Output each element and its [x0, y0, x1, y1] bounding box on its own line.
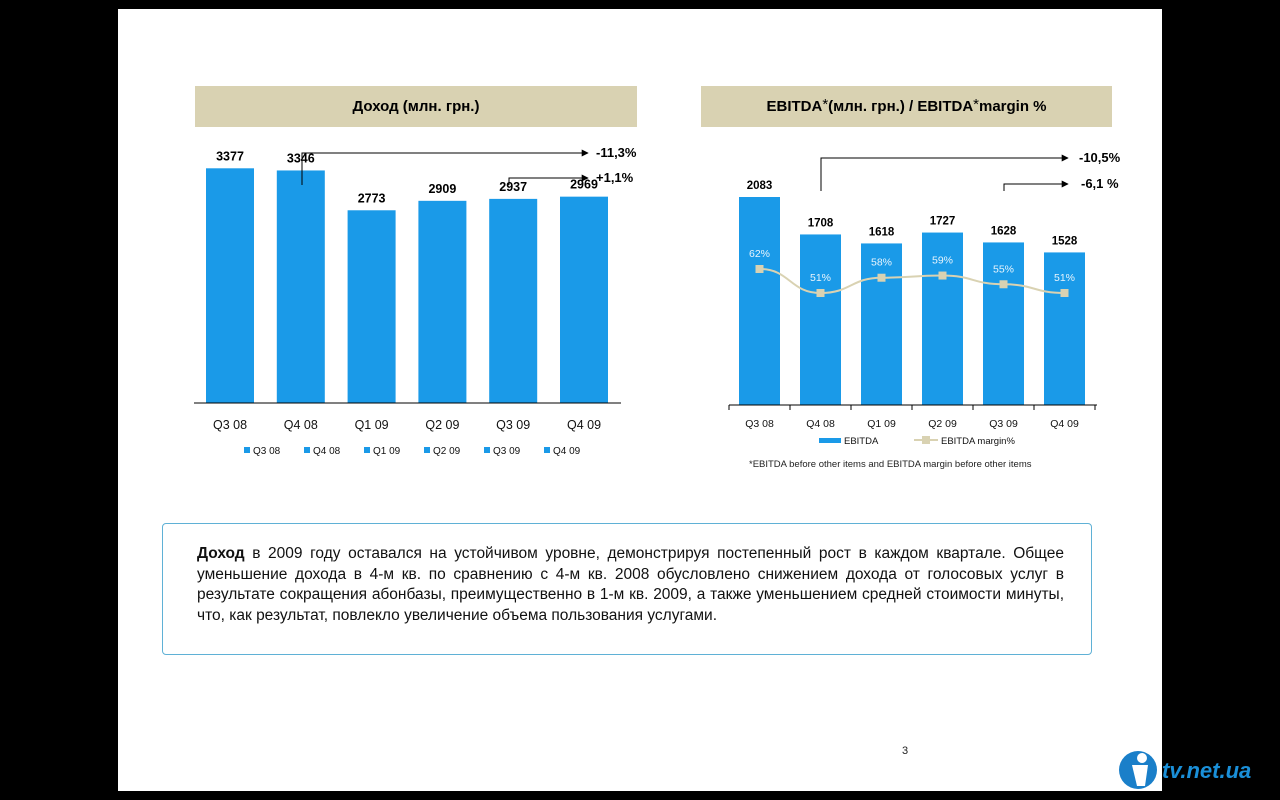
- revenue-legend-label: Q3 09: [493, 446, 521, 457]
- ebitda-legend-swatch: [819, 438, 841, 443]
- ebitda-margin-point: [755, 265, 764, 273]
- ebitda-bar: [983, 242, 1024, 405]
- ebitda-bar: [861, 243, 902, 405]
- ebitda-margin-line: [759, 268, 1065, 295]
- ebitda-tick-label: Q4 09: [1050, 418, 1079, 430]
- ebitda-bar-value: 1618: [869, 226, 895, 238]
- revenue-bar-value: 2909: [428, 182, 456, 196]
- revenue-bar-value: 3346: [287, 151, 315, 165]
- ebitda-tick-label: Q3 08: [745, 418, 774, 430]
- revenue-bar: [560, 196, 608, 403]
- revenue-bar: [418, 200, 467, 403]
- ebitda-chart-title: EBITDA * (млн. грн.) / EBITDA * margin %: [701, 86, 1112, 127]
- ebitda-footnote: *EBITDA before other items and EBITDA ma…: [749, 459, 1032, 470]
- revenue-legend-swatch: [304, 447, 310, 453]
- ebitda-margin-label: 58%: [871, 257, 892, 269]
- ebitda-margin-label: 55%: [993, 263, 1014, 275]
- revenue-legend-swatch: [544, 447, 550, 453]
- revenue-bar-value: 2937: [499, 180, 527, 194]
- commentary-body: в 2009 году оставался на устойчивом уров…: [197, 545, 1064, 624]
- revenue-tick-label: Q3 08: [213, 418, 247, 432]
- ebitda-title-star: *: [822, 96, 829, 113]
- margin-legend-swatch: [922, 436, 930, 444]
- ebitda-title-star2: *: [973, 96, 979, 113]
- ebitda-tick-label: Q2 09: [928, 418, 957, 430]
- revenue-tick-label: Q3 09: [496, 418, 530, 432]
- commentary-bold: Доход: [197, 545, 245, 562]
- ebitda-tick-label: Q1 09: [867, 418, 896, 430]
- revenue-yoy-label: -11,3%: [596, 145, 637, 160]
- revenue-bar-value: 2969: [570, 178, 598, 192]
- margin-legend-label: EBITDA margin%: [941, 436, 1015, 447]
- ebitda-yoy-label: -10,5%: [1079, 150, 1121, 165]
- ebitda-margin-label: 62%: [749, 248, 770, 260]
- logo-text: tv.net.ua: [1162, 758, 1251, 783]
- revenue-tick-label: Q1 09: [355, 418, 389, 432]
- ebitda-bar-value: 1727: [930, 216, 956, 228]
- revenue-legend-label: Q2 09: [433, 446, 461, 457]
- revenue-tick-label: Q2 09: [425, 418, 459, 432]
- ebitda-margin-label: 59%: [932, 255, 953, 267]
- commentary-text: Доход в 2009 году оставался на устойчиво…: [197, 544, 1064, 626]
- ebitda-title-main: EBITDA: [766, 98, 823, 115]
- ebitda-title-end: margin %: [979, 98, 1047, 115]
- ebitda-qoq-arrow: [1003, 180, 1069, 191]
- revenue-legend-swatch: [364, 447, 370, 453]
- ebitda-bar: [800, 234, 841, 405]
- revenue-bar: [489, 198, 538, 403]
- ebitda-bar-value: 2083: [747, 180, 773, 192]
- revenue-commentary: Доход в 2009 году оставался на устойчиво…: [162, 523, 1092, 655]
- ebitda-margin-label: 51%: [1054, 272, 1075, 284]
- revenue-legend-swatch: [244, 447, 250, 453]
- revenue-tick-label: Q4 08: [284, 418, 318, 432]
- ebitda-margin-point: [999, 280, 1008, 289]
- ebitda-yoy-arrow: [820, 154, 1069, 191]
- revenue-qoq-arrow: [508, 174, 589, 185]
- ebitda-bar-value: 1628: [991, 225, 1017, 237]
- ebitda-tick-label: Q3 09: [989, 418, 1018, 430]
- revenue-bar: [206, 168, 254, 403]
- revenue-tick-label: Q4 09: [567, 418, 601, 432]
- revenue-legend-label: Q3 08: [253, 446, 281, 457]
- ebitda-qoq-label: -6,1 %: [1081, 176, 1119, 191]
- revenue-legend-swatch: [424, 447, 430, 453]
- ebitda-tick-label: Q4 08: [806, 418, 835, 430]
- ebitda-bar-value: 1708: [808, 217, 834, 229]
- ebitda-bar: [922, 232, 963, 405]
- revenue-bar-value: 3377: [216, 149, 244, 163]
- revenue-qoq-label: +1,1%: [596, 170, 634, 185]
- ebitda-bar: [1044, 252, 1085, 405]
- revenue-bar: [276, 170, 325, 403]
- revenue-legend-label: Q1 09: [373, 446, 401, 457]
- ebitda-margin-point: [1060, 289, 1069, 297]
- ebitda-bar: [739, 197, 780, 405]
- ebitda-margin-point: [938, 271, 947, 280]
- ebitda-margin-point: [877, 273, 886, 282]
- page-number: 3: [902, 745, 909, 757]
- revenue-legend-label: Q4 09: [553, 446, 581, 457]
- revenue-bar-value: 2773: [358, 191, 386, 205]
- revenue-bar: [347, 210, 396, 403]
- ebitda-margin-point: [816, 289, 825, 297]
- revenue-chart-title: Доход (млн. грн.): [195, 86, 637, 127]
- ebitda-legend-label: EBITDA: [844, 436, 879, 447]
- revenue-yoy-arrow: [301, 149, 589, 185]
- revenue-legend-swatch: [484, 447, 490, 453]
- revenue-legend-label: Q4 08: [313, 446, 341, 457]
- ebitda-bar-value: 1528: [1052, 235, 1078, 247]
- ebitda-margin-label: 51%: [810, 272, 831, 284]
- tv-net-ua-logo: tv.net.ua: [1119, 751, 1251, 789]
- ebitda-title-mid: (млн. грн.) / EBITDA: [828, 98, 974, 115]
